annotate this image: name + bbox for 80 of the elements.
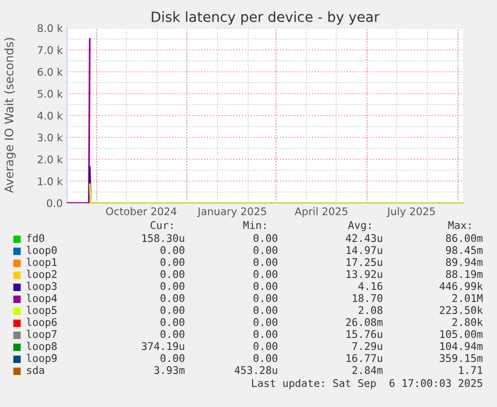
legend-label: loop5: [26, 306, 57, 316]
text: Last update: Sat Sep 6 17:00:03 2025: [252, 378, 482, 390]
x-tick-label: April 2025: [294, 207, 348, 218]
text: 7.29u: [352, 342, 382, 350]
text: 14.97u: [346, 246, 382, 254]
text: 0.00: [254, 330, 278, 338]
text: 446.99k: [440, 282, 483, 290]
x-tick-label: July 2025: [386, 207, 435, 218]
text: 0.00: [160, 354, 184, 362]
y-tick-label: 4.0 k: [37, 112, 63, 120]
text: 158.30u: [142, 234, 184, 242]
legend-label: loop6: [26, 318, 57, 328]
text: 16.77u: [346, 354, 382, 362]
text: 2.01M: [452, 294, 483, 302]
text: 42.43u: [346, 234, 382, 242]
text: 98.45m: [446, 246, 483, 254]
legend-label: loop8: [26, 342, 57, 352]
text: 0.00: [254, 342, 278, 350]
y-axis-title: Average IO Wait (seconds): [4, 38, 16, 193]
text: 0.00: [254, 306, 278, 314]
text: 1.71: [459, 366, 482, 374]
text: 26.08m: [346, 318, 383, 326]
text: 105.00m: [440, 330, 483, 338]
text: 0.00: [254, 282, 278, 290]
text: 18.70: [352, 294, 382, 302]
text: 3.93m: [154, 366, 185, 374]
text: 0.00: [254, 354, 278, 362]
text: 88.19m: [446, 270, 483, 278]
text: Min:: [243, 220, 266, 229]
y-tick-label: 5.0 k: [38, 90, 63, 98]
y-tick-label: 8.0 k: [38, 24, 63, 32]
text: 223.50k: [440, 306, 483, 314]
text: 359.15m: [440, 354, 483, 362]
text: Avg:: [348, 221, 370, 232]
legend-label: loop3: [26, 282, 57, 292]
text: 104.94m: [440, 342, 483, 350]
text: 0.00: [254, 234, 278, 242]
text: 0.00: [254, 246, 278, 254]
legend-label: loop4: [26, 294, 57, 304]
legend-label: loop2: [26, 270, 56, 280]
text: 89.94m: [446, 258, 483, 266]
y-tick-label: 2.0 k: [38, 155, 63, 164]
y-tick-label: 0.0: [46, 199, 62, 208]
x-tick-label: October 2024: [106, 207, 176, 216]
text: 86.00m: [446, 234, 483, 242]
text: Max:: [448, 221, 470, 230]
y-tick-label: 6.0 k: [38, 68, 63, 76]
text: 0.00: [160, 330, 184, 338]
y-tick-label: 1.0 k: [38, 177, 63, 186]
y-tick-label: 3.0 k: [38, 133, 63, 142]
text: 0.00: [254, 270, 278, 278]
legend-label: loop9: [26, 354, 57, 364]
text: 0.00: [160, 318, 184, 326]
chart-title: Disk latency per device - by year: [152, 11, 380, 25]
text: 0.00: [160, 270, 184, 278]
y-tick-label: 7.0 k: [38, 46, 63, 54]
text: 17.25u: [346, 258, 382, 266]
text: 0.00: [160, 258, 184, 266]
text: 13.92u: [346, 270, 382, 278]
x-tick-label: January 2025: [197, 207, 266, 218]
text: 4.16: [358, 282, 382, 290]
legend-label: loop1: [26, 258, 57, 268]
text: 453.28u: [234, 366, 278, 374]
text: 15.76u: [346, 330, 382, 338]
legend-label: loop0: [26, 246, 57, 256]
text: 0.00: [160, 246, 184, 254]
text: 0.00: [160, 306, 184, 314]
text: 0.00: [254, 258, 278, 266]
text: 0.00: [160, 282, 184, 290]
text: 2.08: [358, 306, 382, 314]
legend-label: sda: [27, 366, 44, 374]
legend-label: fd0: [26, 234, 44, 242]
text: 0.00: [254, 318, 278, 326]
text: 2.80k: [452, 318, 483, 326]
text: 0.00: [160, 294, 184, 302]
legend-label: loop7: [26, 330, 57, 340]
text: 0.00: [254, 294, 278, 302]
text: Cur:: [150, 221, 172, 230]
text: 374.19u: [142, 342, 184, 350]
text: 2.84m: [352, 366, 383, 374]
